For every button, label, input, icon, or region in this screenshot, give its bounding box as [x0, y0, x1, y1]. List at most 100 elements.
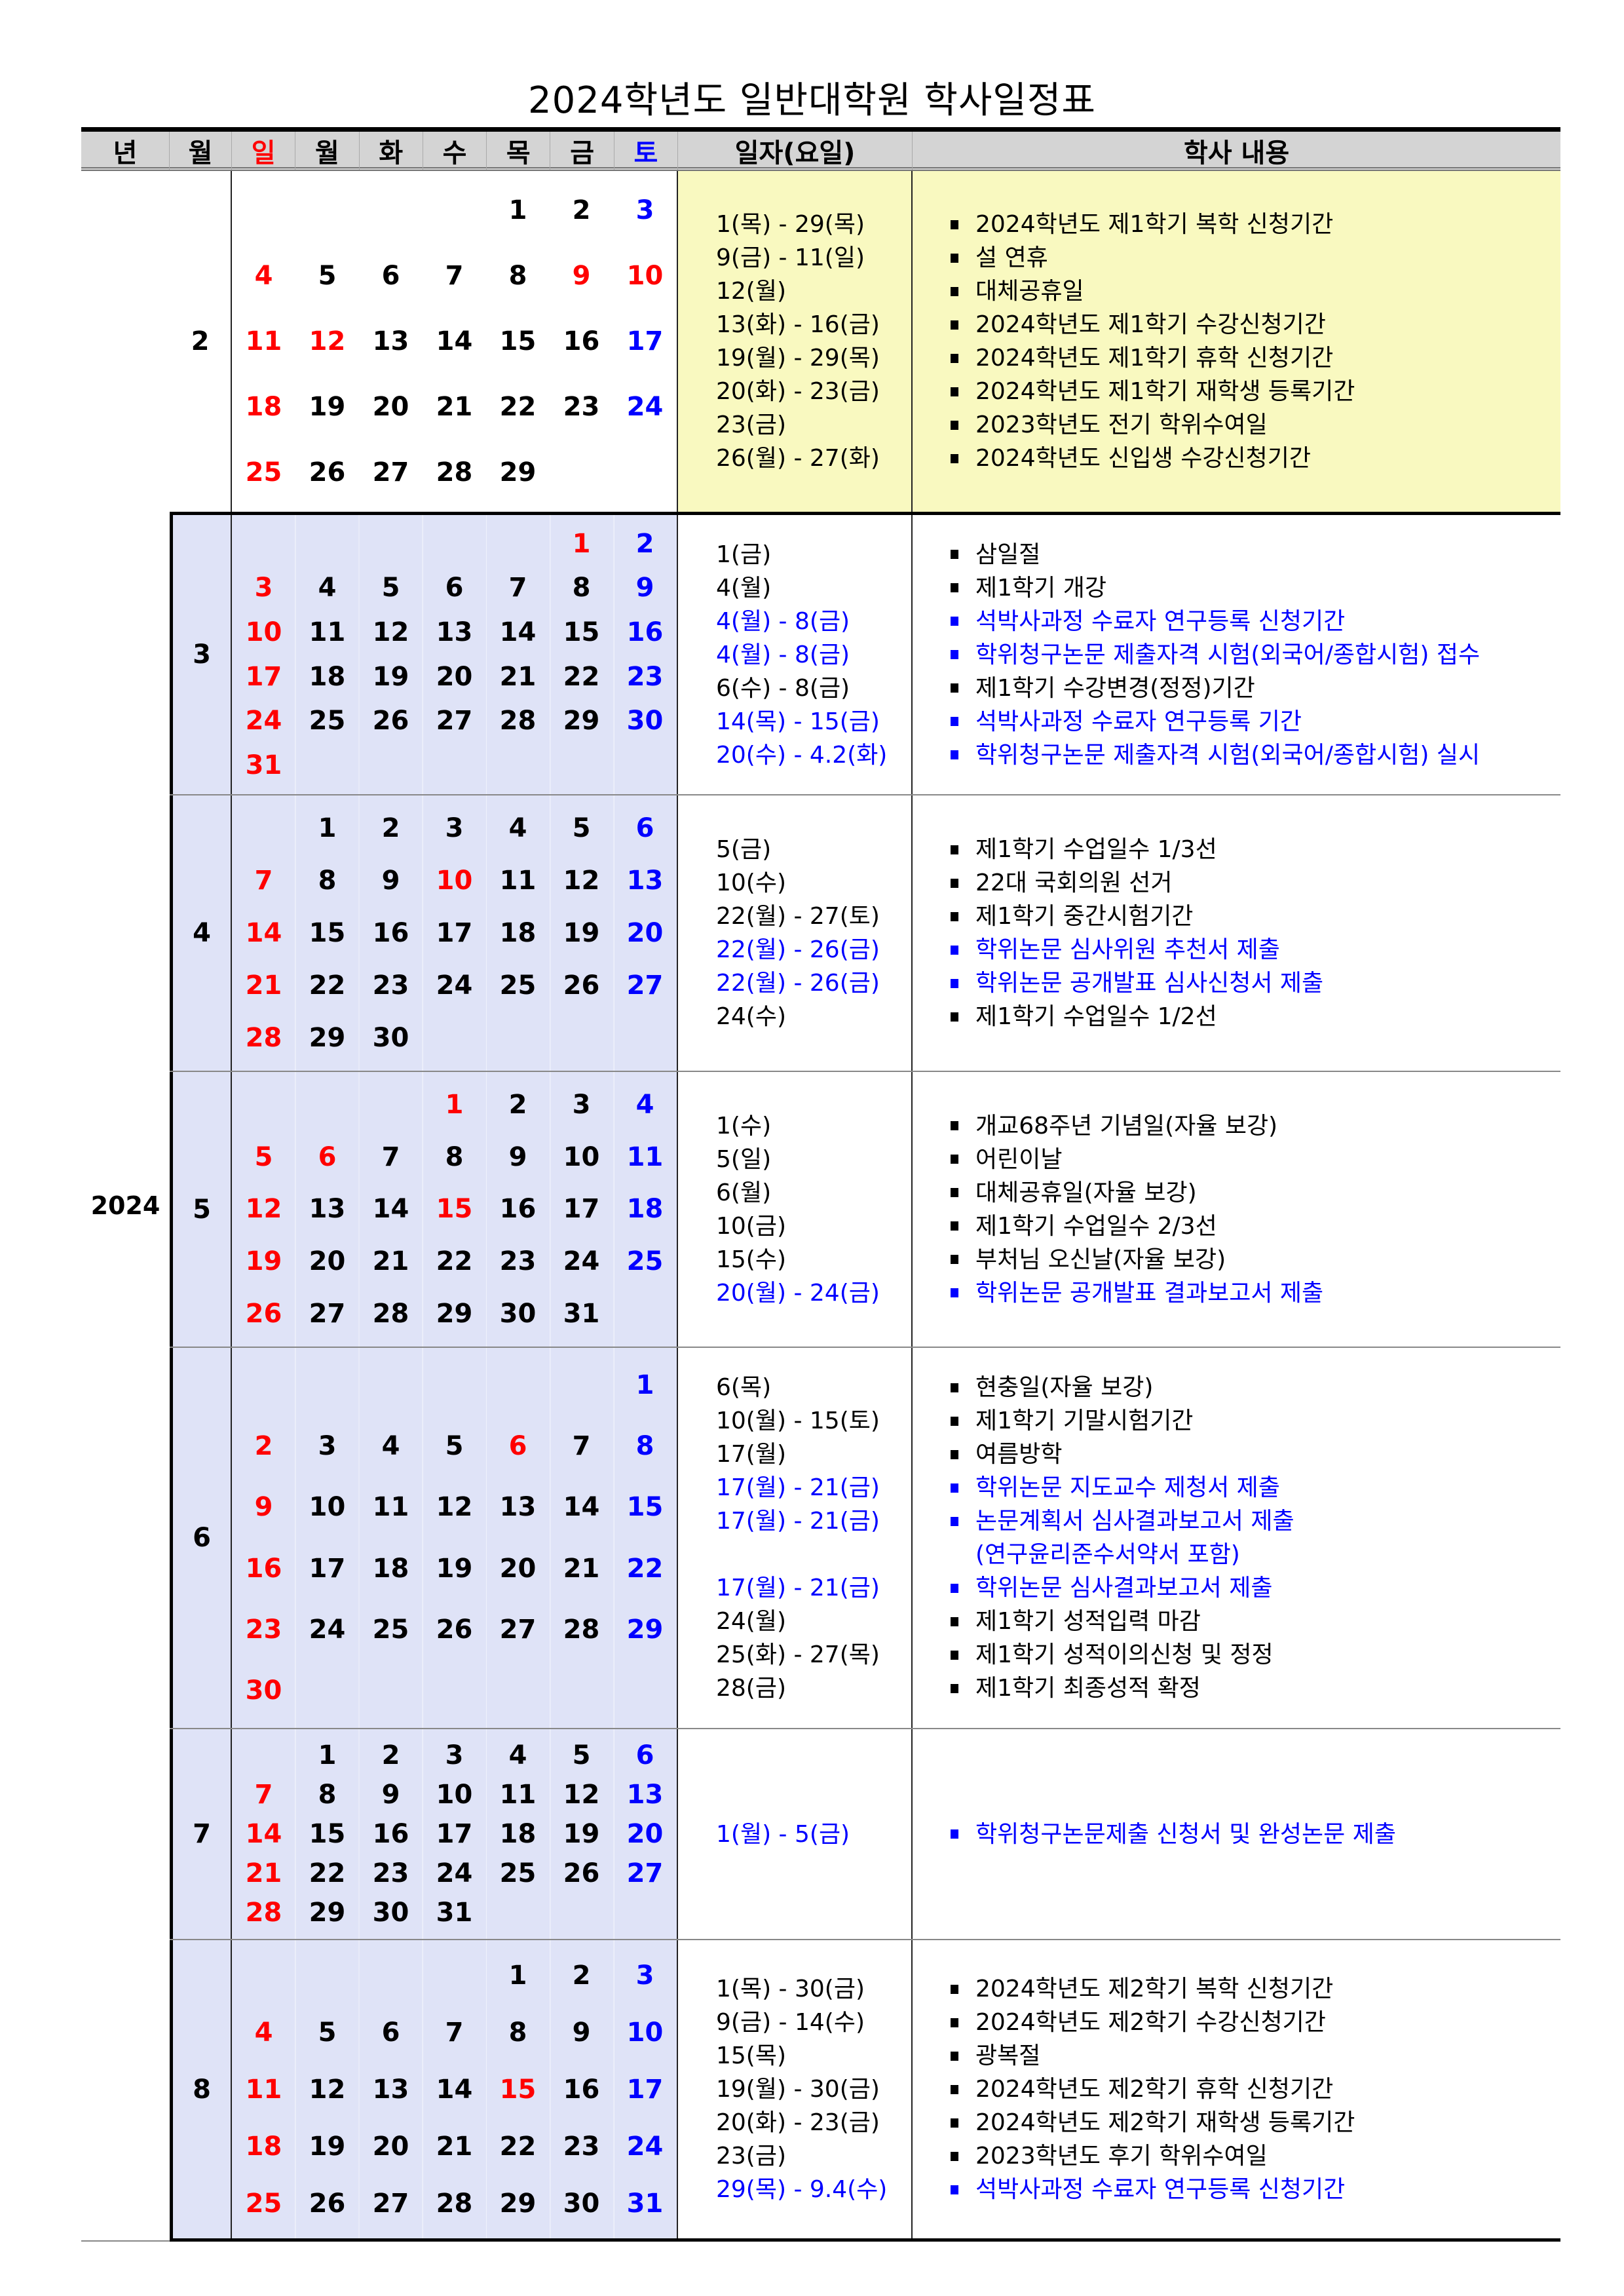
bullet-square-icon: [951, 1829, 958, 1839]
event-item: 2024학년도 제2학기 수강신청기간: [951, 2006, 1560, 2039]
calendar-day: 12: [309, 326, 346, 356]
calendar-day: 9: [381, 1780, 400, 1810]
calendar-week: 4 5 6 7 8 9 10: [232, 2013, 677, 2052]
month-label: 8: [170, 1940, 232, 2238]
calendar-day: 28: [499, 706, 537, 737]
calendar-day: 5: [445, 1430, 464, 1461]
calendar-day: 18: [245, 392, 282, 422]
calendar-day: [423, 191, 486, 230]
event-item: 2024학년도 제2학기 재학생 등록기간: [951, 2106, 1560, 2139]
calendar-day: 5: [381, 573, 400, 603]
calendar-day: [232, 1956, 295, 1995]
calendar-day: 2: [572, 195, 591, 225]
event-date: 19(월) - 29(목): [716, 345, 880, 372]
calendar-day: 14: [436, 326, 473, 356]
event-date: 15(목): [716, 2042, 787, 2069]
calendar-day: [295, 1671, 359, 1710]
month-label: 5: [170, 1072, 232, 1347]
calendar-day: 16: [245, 1553, 282, 1584]
calendar-day: 2: [381, 813, 400, 843]
calendar-day: 21: [499, 661, 537, 692]
calendar-day: 12: [563, 866, 600, 896]
calendar-day: [359, 746, 423, 785]
event-text: 2024학년도 제1학기 재학생 등록기간: [975, 378, 1355, 405]
calendar-day: [232, 191, 295, 230]
calendar-day: 10: [436, 866, 473, 896]
month-calendar: 1 2 3 4 5 6 7 8 9 10 11 12 13 14 15 16 17 18 19 20 21 22 23 24 2…: [232, 515, 678, 794]
event-date: 1(금): [716, 541, 772, 568]
event-item: 설 연휴: [951, 241, 1560, 275]
event-text: 2024학년도 제1학기 복학 신청기간: [975, 211, 1334, 238]
calendar-day: 8: [635, 1430, 654, 1461]
event-item: 여름방학: [951, 1438, 1560, 1471]
bullet-square-icon: [951, 617, 958, 626]
event-list: 2024학년도 제1학기 복학 신청기간 설 연휴 대체공휴일 2024학년도 제1학…: [913, 171, 1560, 512]
event-date: 20(화) - 23(금): [716, 378, 880, 405]
calendar-day: 5: [254, 1141, 273, 1172]
calendar-day: 23: [499, 1246, 537, 1277]
event-dates: 5(금) 10(수) 22(월) - 27(토) 22(월) - 26(금) 22(월)…: [678, 795, 913, 1071]
bullet-square-icon: [951, 1650, 958, 1660]
calendar-day: 24: [626, 2131, 664, 2162]
calendar-day: 11: [372, 1492, 409, 1523]
calendar-day: [295, 1366, 359, 1405]
calendar-day: 23: [563, 2131, 600, 2162]
calendar-week: 1 2 3: [232, 1956, 677, 1995]
bullet-square-icon: [951, 253, 958, 263]
event-text: 설 연휴: [975, 244, 1048, 271]
month-label: 4: [170, 795, 232, 1071]
calendar-day: 19: [563, 918, 600, 948]
event-text: 제1학기 최종성적 확정: [975, 1675, 1201, 1702]
calendar-week: 12 13 14 15 16 17 18: [232, 1189, 677, 1229]
calendar-day: [550, 453, 613, 492]
calendar-day: 25: [499, 970, 537, 1001]
event-list: 2024학년도 제2학기 복학 신청기간 2024학년도 제2학기 수강신청기간 광…: [913, 1940, 1560, 2238]
month-label: 6: [170, 1348, 232, 1728]
calendar-day: 22: [626, 1553, 664, 1584]
event-item: 부처님 오신날(자율 보강): [951, 1243, 1560, 1276]
calendar-day: [359, 1366, 423, 1405]
event-item: 대체공휴일(자율 보강): [951, 1176, 1560, 1210]
calendar-day: 2: [572, 1960, 591, 1991]
month-label: 7: [170, 1729, 232, 1939]
event-text: 석박사과정 수료자 연구등록 신청기간: [975, 2176, 1346, 2203]
calendar-week: 9 10 11 12 13 14 15: [232, 1487, 677, 1527]
calendar-day: [359, 1671, 423, 1710]
calendar-day: [423, 1366, 486, 1405]
calendar-day: 4: [318, 573, 337, 603]
calendar-day: 12: [436, 1492, 473, 1523]
month-calendar: 1 2 3 4 5 6 7 8 9 10 11 12 13 14 15 16 17 18 19 20 21 22 23 24 2…: [232, 795, 678, 1071]
event-item: 제1학기 성적이의신청 및 정정: [951, 1638, 1560, 1672]
calendar-week: 1 2 3 4: [232, 1085, 677, 1124]
event-date: 5(일): [716, 1145, 772, 1173]
calendar-day: 16: [563, 2074, 600, 2105]
calendar-day: 4: [381, 1430, 400, 1461]
calendar-day: 3: [445, 1740, 464, 1770]
calendar-day: 20: [436, 661, 473, 692]
calendar-day: 28: [436, 2188, 473, 2219]
calendar-week: 11 12 13 14 15 16 17: [232, 322, 677, 361]
calendar-day: 29: [436, 1299, 473, 1330]
bullet-square-icon: [951, 2151, 958, 2161]
calendar-day: 21: [563, 1553, 600, 1584]
header-thu: 목: [487, 132, 551, 170]
event-date: 1(목) - 29(목): [716, 211, 865, 238]
calendar-day: 26: [372, 706, 409, 737]
calendar-day: 21: [245, 970, 282, 1001]
calendar-day: 10: [436, 1780, 473, 1810]
calendar-day: 8: [445, 1141, 464, 1172]
calendar-week: 28 29 30: [232, 1018, 677, 1058]
calendar-day: 23: [245, 1614, 282, 1645]
calendar-week: 2 3 4 5 6 7 8: [232, 1426, 677, 1466]
calendar-day: 15: [563, 617, 600, 648]
bullet-square-icon: [951, 2185, 958, 2194]
calendar-day: 22: [563, 661, 600, 692]
calendar-week: 31: [232, 746, 677, 785]
calendar-day: 2: [635, 528, 654, 559]
calendar-day: 14: [372, 1194, 409, 1225]
calendar-day: [295, 191, 359, 230]
calendar-day: 15: [309, 1819, 346, 1849]
event-text: 2024학년도 신입생 수강신청기간: [975, 445, 1311, 472]
calendar-day: [359, 1085, 423, 1124]
calendar-day: [486, 524, 550, 564]
